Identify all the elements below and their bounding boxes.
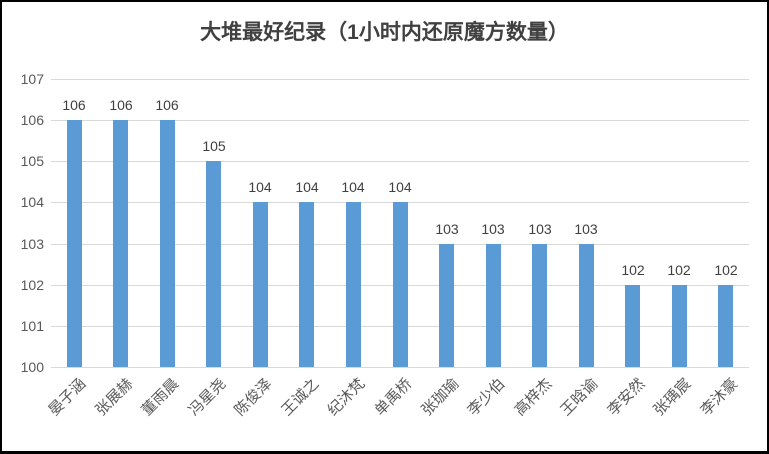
y-gridline <box>51 120 749 121</box>
x-axis-category-label: 王诚之 <box>278 375 323 420</box>
y-axis-tick-label: 105 <box>20 153 44 169</box>
x-axis-category-label: 李少伯 <box>464 375 509 420</box>
x-axis-category-label: 李沐豪 <box>697 375 742 420</box>
y-axis-tick-label: 107 <box>20 71 44 87</box>
chart-title: 大堆最好纪录（1小时内还原魔方数量） <box>200 21 569 44</box>
y-gridline <box>51 367 749 368</box>
bar-data-label: 106 <box>155 97 179 113</box>
bar <box>672 285 687 367</box>
bar <box>486 244 501 367</box>
y-axis-tick-label: 106 <box>20 112 44 128</box>
bar-data-label: 106 <box>62 97 86 113</box>
x-axis-category-label: 张展赫 <box>92 375 137 420</box>
bar-data-label: 103 <box>574 221 598 237</box>
bar-data-label: 105 <box>202 138 226 154</box>
bar <box>67 120 82 367</box>
bar-data-label: 104 <box>341 179 365 195</box>
bar-data-label: 104 <box>295 179 319 195</box>
y-axis-tick-label: 103 <box>20 236 44 252</box>
x-axis-category-label: 高梓杰 <box>511 375 556 420</box>
y-axis-tick-label: 100 <box>20 359 44 375</box>
bar-data-label: 106 <box>109 97 133 113</box>
x-axis-category-label: 董雨晨 <box>138 375 183 420</box>
bar <box>439 244 454 367</box>
bar <box>160 120 175 367</box>
bar <box>346 202 361 367</box>
bar-data-label: 103 <box>435 221 459 237</box>
bar <box>253 202 268 367</box>
x-axis-category-label: 晏子涵 <box>45 375 90 420</box>
bar <box>206 161 221 367</box>
bar-data-label: 102 <box>621 262 645 278</box>
bar-data-label: 104 <box>248 179 272 195</box>
bar <box>625 285 640 367</box>
x-axis-category-label: 陈俊泽 <box>231 375 276 420</box>
bar <box>393 202 408 367</box>
x-axis-category-label: 单禹桥 <box>371 375 416 420</box>
x-axis-category-label: 张瑀宸 <box>650 375 695 420</box>
x-axis-category-label: 冯星尧 <box>185 375 230 420</box>
y-axis-tick-label: 104 <box>20 194 44 210</box>
x-axis-category-label: 纪沐梵 <box>324 375 369 420</box>
x-axis-category-label: 王晗谕 <box>557 375 602 420</box>
bar <box>532 244 547 367</box>
y-axis-tick-label: 102 <box>20 277 44 293</box>
bar <box>579 244 594 367</box>
bar-data-label: 102 <box>714 262 738 278</box>
bar-data-label: 103 <box>528 221 552 237</box>
x-axis-category-label: 李安然 <box>604 375 649 420</box>
bar-data-label: 103 <box>481 221 505 237</box>
y-gridline <box>51 161 749 162</box>
bar-data-label: 104 <box>388 179 412 195</box>
bar <box>113 120 128 367</box>
y-gridline <box>51 79 749 80</box>
x-axis-category-label: 张珈瑜 <box>418 375 463 420</box>
bar <box>299 202 314 367</box>
bar <box>718 285 733 367</box>
bar-data-label: 102 <box>667 262 691 278</box>
y-axis-tick-label: 101 <box>20 318 44 334</box>
